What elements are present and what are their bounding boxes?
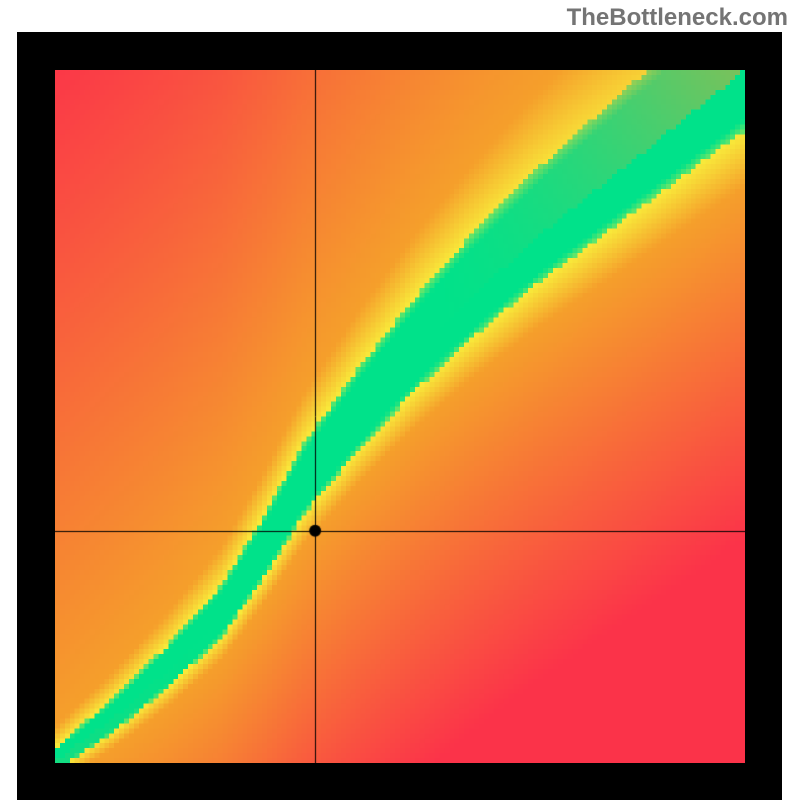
watermark-label: TheBottleneck.com [567,4,788,32]
heatmap-overlay [55,70,745,763]
chart-container: TheBottleneck.com [0,0,800,800]
